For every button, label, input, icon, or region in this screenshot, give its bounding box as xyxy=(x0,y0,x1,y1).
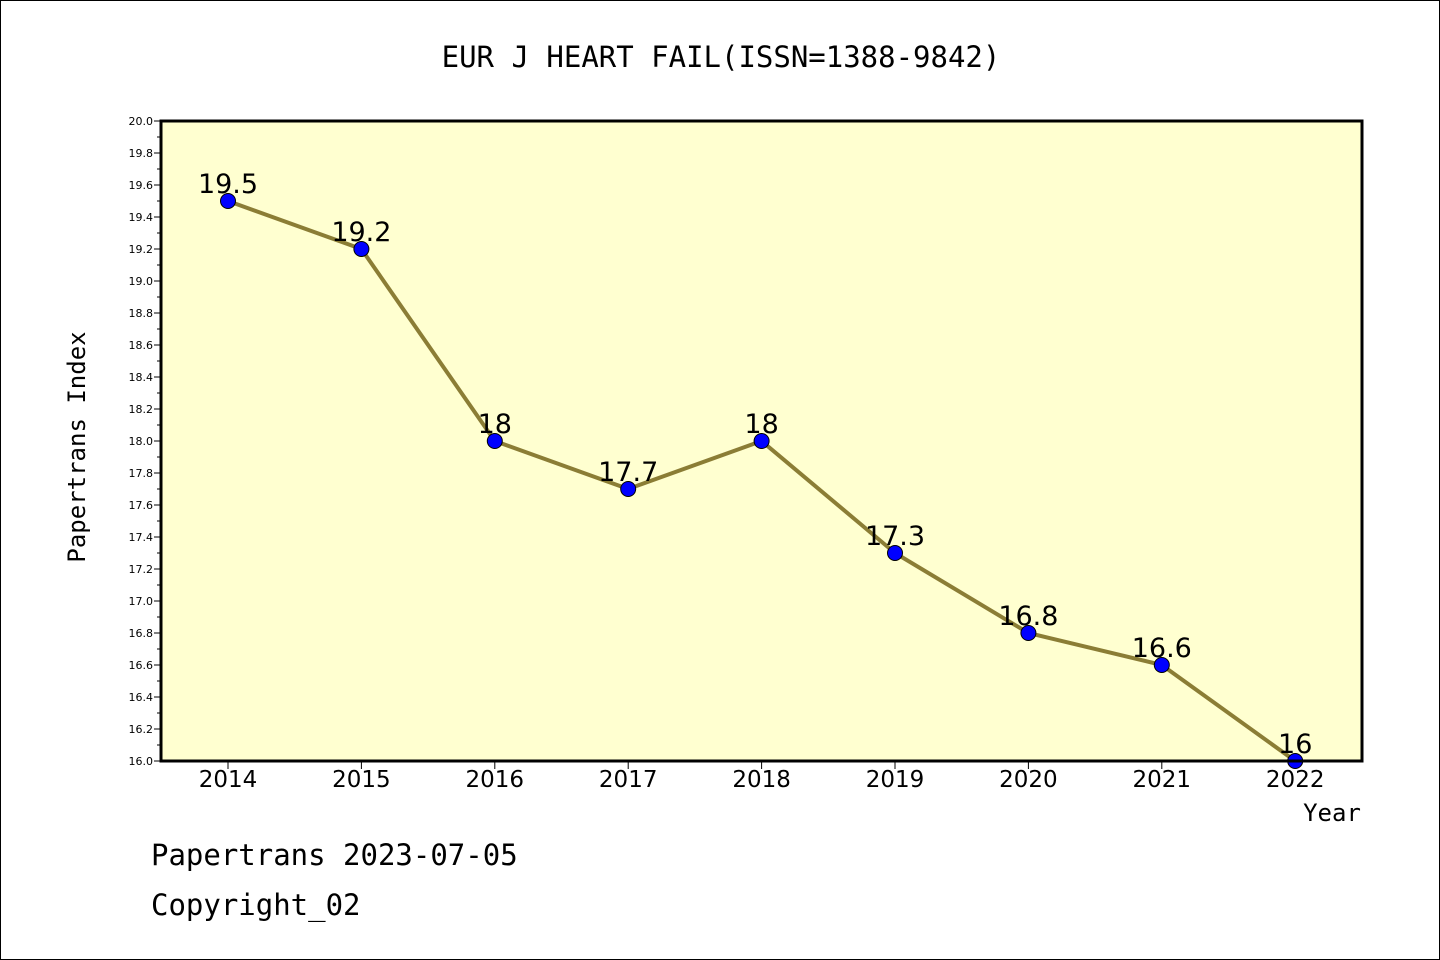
y-tick-label: 17.8 xyxy=(129,467,154,480)
data-point xyxy=(887,545,903,561)
x-tick-label: 2018 xyxy=(732,767,791,793)
x-tick-label: 2020 xyxy=(999,767,1058,793)
y-axis-ticks: 16.0 16.2 16.4 16.6 16.8 17.0 17.2 17.4 17.6 17.8… xyxy=(129,115,161,768)
y-tick-label: 16.6 xyxy=(129,659,154,672)
data-label: 18 xyxy=(744,409,778,440)
y-tick-label: 19.0 xyxy=(129,275,154,288)
data-label: 17.3 xyxy=(865,521,925,552)
x-axis-ticks: 2014 2015 2016 2017 2018 2019 2020 2021 2022 xyxy=(199,761,1325,793)
y-tick-label: 19.4 xyxy=(129,211,154,224)
data-point xyxy=(1020,625,1037,641)
data-point xyxy=(353,241,370,257)
series-layer: 19.5 19.2 18 17.7 18 17.3 16.8 16.6 16 xyxy=(198,169,1312,769)
y-tick-label: 17.2 xyxy=(129,563,154,576)
chart-title: EUR J HEART FAIL(ISSN=1388-9842) xyxy=(442,40,1001,74)
y-tick-label: 18.8 xyxy=(129,307,154,320)
data-label: 16 xyxy=(1278,729,1312,760)
data-label: 17.7 xyxy=(598,457,658,488)
x-tick-label: 2014 xyxy=(199,767,258,793)
y-tick-label: 16.8 xyxy=(129,627,154,640)
y-tick-label: 20.0 xyxy=(129,115,154,128)
x-tick-label: 2019 xyxy=(866,767,925,793)
y-tick-label: 19.6 xyxy=(129,179,154,192)
y-axis-label: Papertrans Index xyxy=(63,331,91,562)
footer-copyright-text: Copyright_02 xyxy=(151,888,361,923)
x-tick-label: 2015 xyxy=(332,767,391,793)
y-tick-label: 18.6 xyxy=(129,339,154,352)
data-label: 19.5 xyxy=(198,169,258,200)
data-point xyxy=(620,481,637,497)
plot-frame xyxy=(159,119,1364,763)
x-tick-label: 2021 xyxy=(1133,767,1192,793)
y-tick-label: 16.4 xyxy=(129,691,154,704)
data-point xyxy=(1153,657,1170,673)
y-tick-label: 19.8 xyxy=(129,147,154,160)
data-point xyxy=(753,433,770,449)
x-tick-label: 2022 xyxy=(1266,767,1325,793)
y-tick-label: 17.6 xyxy=(129,499,154,512)
y-tick-label: 19.2 xyxy=(129,243,154,256)
data-label: 19.2 xyxy=(331,217,391,248)
data-label: 16.8 xyxy=(998,601,1058,632)
x-tick-label: 2017 xyxy=(599,767,658,793)
y-tick-label: 17.0 xyxy=(129,595,154,608)
x-axis-label: Year xyxy=(1303,799,1361,827)
y-tick-label: 18.2 xyxy=(129,403,154,416)
footer-date-text: Papertrans 2023-07-05 xyxy=(151,838,518,872)
data-label: 18 xyxy=(478,409,512,440)
x-tick-label: 2016 xyxy=(466,767,525,793)
y-tick-label: 18.0 xyxy=(129,435,154,448)
data-point xyxy=(486,433,503,449)
data-label: 16.6 xyxy=(1132,633,1192,664)
y-tick-label: 18.4 xyxy=(129,371,154,384)
y-tick-label: 16.2 xyxy=(129,723,154,736)
y-tick-label: 16.0 xyxy=(129,755,154,768)
y-tick-label: 17.4 xyxy=(129,531,154,544)
data-point xyxy=(220,193,236,209)
